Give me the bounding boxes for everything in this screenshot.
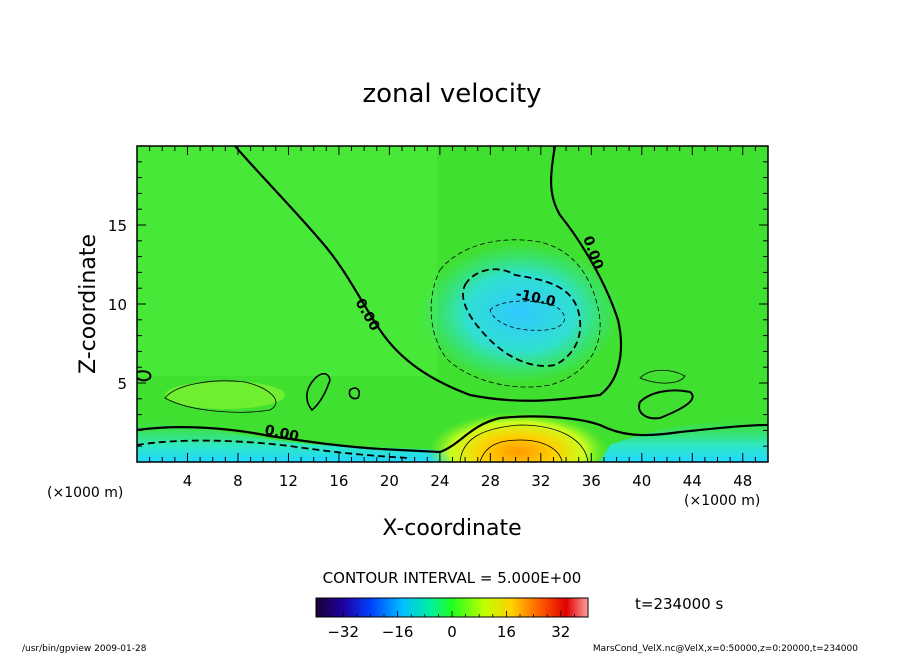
contour-small-right xyxy=(639,369,686,384)
x-axis-ticks: 4 8 12 16 20 24 28 32 36 40 44 48 xyxy=(149,146,756,490)
x-tick-label: 44 xyxy=(683,472,702,490)
y-axis-ticks: 5 10 15 xyxy=(108,161,768,447)
x-tick-label: 8 xyxy=(233,472,243,490)
contour-plus5-jet xyxy=(459,424,589,462)
contour-zero-right xyxy=(638,389,694,420)
x-tick-label: 28 xyxy=(481,472,500,490)
contour-zero-main xyxy=(234,146,623,402)
x-tick-label: 48 xyxy=(733,472,752,490)
contour-minus15 xyxy=(489,300,565,331)
colorbar-tick-label: 0 xyxy=(447,623,457,641)
x-axis-title: X-coordinate xyxy=(382,516,521,541)
footer-right: MarsCond_VelX.nc@VelX,x=0:50000,z=0:2000… xyxy=(593,644,858,654)
x-tick-label: 24 xyxy=(430,472,449,490)
colorbar-ticks: −32 −16 0 16 32 xyxy=(327,611,575,641)
contour-zero-lower xyxy=(137,415,768,454)
x-tick-label: 12 xyxy=(279,472,298,490)
contour-small-left xyxy=(137,370,152,382)
contour-minus10 xyxy=(462,268,582,367)
upper-left-region xyxy=(137,146,437,376)
colorbar-tick-label: −16 xyxy=(382,623,414,641)
x-tick-label: 4 xyxy=(183,472,193,490)
contour-minus5 xyxy=(430,239,601,388)
x-unit-left: (×1000 m) xyxy=(47,485,123,501)
contour-plus5-left xyxy=(164,380,277,413)
chart-title: zonal velocity xyxy=(362,79,541,109)
colorbar-tick-label: −32 xyxy=(327,623,359,641)
x-tick-label: 16 xyxy=(329,472,348,490)
contour-minus5-lower xyxy=(137,439,411,459)
negative-core xyxy=(420,243,620,383)
contour-interval: CONTOUR INTERVAL = 5.000E+00 xyxy=(323,569,582,587)
x-tick-label: 36 xyxy=(582,472,601,490)
contour-label-lower: 0.00 xyxy=(263,422,300,445)
contour-plus10-jet xyxy=(479,439,563,462)
x-tick-label: 20 xyxy=(380,472,399,490)
bottom-right-negative-band xyxy=(600,418,768,462)
positive-jet xyxy=(428,408,608,462)
y-tick-label: 5 xyxy=(117,375,127,393)
y-tick-label: 10 xyxy=(108,296,127,314)
y-axis-title: Z-coordinate xyxy=(76,234,101,374)
contour-noise xyxy=(306,372,361,412)
footer-left: /usr/bin/gpview 2009-01-28 xyxy=(22,644,147,654)
colorbar-tick-label: 32 xyxy=(551,623,570,641)
x-tick-label: 32 xyxy=(531,472,550,490)
time-label: t=234000 s xyxy=(635,595,723,613)
x-tick-label: 40 xyxy=(632,472,651,490)
plot-area: 0.00 0.00 0.00 -10.0 xyxy=(137,146,768,462)
colorbar-tick-label: 16 xyxy=(497,623,516,641)
positive-blob-left xyxy=(165,381,285,409)
bottom-negative-band xyxy=(137,420,470,462)
x-unit-right: (×1000 m) xyxy=(684,493,760,509)
y-tick-label: 15 xyxy=(108,217,127,235)
